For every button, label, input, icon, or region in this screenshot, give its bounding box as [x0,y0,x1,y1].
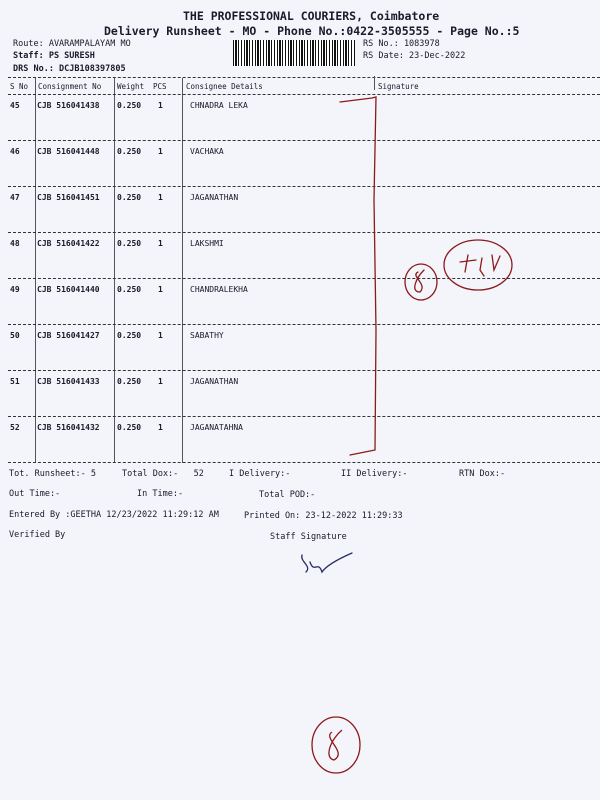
circled-number [404,263,438,301]
printed-on: Printed On: 23-12-2022 11:29:33 [244,511,403,521]
runsheet-subtitle: Delivery Runsheet - MO - Phone No.:0422-… [104,24,520,38]
row-divider [8,140,600,141]
sno: 49 [10,285,20,294]
sno: 46 [10,147,20,156]
pcs: 1 [158,193,163,202]
row-divider [8,186,600,187]
sno: 48 [10,239,20,248]
row-divider [8,232,600,233]
sno: 51 [10,377,20,386]
pcs: 1 [158,331,163,340]
pcs: 1 [158,147,163,156]
table-row: 48 CJB 516041422 0.250 1 LAKSHMI [0,239,600,251]
sno: 45 [10,101,20,110]
company-title: THE PROFESSIONAL COURIERS, Coimbatore [183,9,440,23]
consignee: VACHAKA [190,147,224,156]
consignee: JAGANATHAN [190,193,239,202]
row-divider [8,462,600,463]
consignee: CHNADRA LEKA [190,101,248,110]
weight: 0.250 [117,147,142,156]
total-pod: Total POD:- [259,490,316,500]
divider [8,94,600,95]
staff: Staff: PS SURESH [13,51,95,61]
col-consignment: Consignment No [38,82,102,91]
row-divider [8,324,600,325]
col-pcs: PCS [153,82,167,91]
table-row: 49 CJB 516041440 0.250 1 CHANDRALEKHA [0,285,600,297]
table-row: 47 CJB 516041451 0.250 1 JAGANATHAN [0,193,600,205]
row-divider [8,416,600,417]
bracket-mark [339,96,377,456]
col-consignee: Consignee Details [186,82,263,91]
weight: 0.250 [117,423,142,432]
consignment-no: CJB 516041448 [37,147,100,156]
consignee: JAGANATHAN [190,377,239,386]
route: Route: AVARAMPALAYAM MO [13,39,131,49]
col-sno: S No [10,82,29,91]
consignment-no: CJB 516041422 [37,239,100,248]
consignee: LAKSHMI [190,239,224,248]
consignment-no: CJB 516041440 [37,285,100,294]
pcs: 1 [158,377,163,386]
consignment-no: CJB 516041432 [37,423,100,432]
consignee: CHANDRALEKHA [190,285,248,294]
col-signature: Signature [378,82,419,91]
rs-date: RS Date: 23-Dec-2022 [363,51,466,61]
weight: 0.250 [117,377,142,386]
staff-signature-label: Staff Signature [270,532,347,542]
row-divider [8,370,600,371]
i-delivery: I Delivery:- [229,469,291,479]
table-row: 45 CJB 516041438 0.250 1 CHNADRA LEKA [0,101,600,113]
weight: 0.250 [117,239,142,248]
circled-initials [443,239,513,291]
col-weight: Weight [117,82,145,91]
consignment-no: CJB 516041427 [37,331,100,340]
weight: 0.250 [117,331,142,340]
verified-by: Verified By [9,530,66,540]
sno: 52 [10,423,20,432]
consignment-no: CJB 516041438 [37,101,100,110]
rtn-dox: RTN Dox:- [459,469,506,479]
weight: 0.250 [117,193,142,202]
row-divider [8,278,600,279]
number-eight [414,269,425,293]
tot-runsheet: Tot. Runsheet:- 5 [9,469,96,479]
sno: 50 [10,331,20,340]
divider [8,77,600,78]
bottom-circled-number [311,716,361,774]
entered-by: Entered By :GEETHA 12/23/2022 11:29:12 A… [9,510,219,520]
barcode [233,40,355,66]
consignment-no: CJB 516041433 [37,377,100,386]
drs-number: DRS No.: DCJB108397805 [13,64,126,74]
column-divider [35,78,36,463]
table-row: 50 CJB 516041427 0.250 1 SABATHY [0,331,600,343]
column-divider [114,78,115,463]
consignment-no: CJB 516041451 [37,193,100,202]
pcs: 1 [158,239,163,248]
ii-delivery: II Delivery:- [341,469,408,479]
table-row: 51 CJB 516041433 0.250 1 JAGANATHAN [0,377,600,389]
sno: 47 [10,193,20,202]
in-time: In Time:- [137,489,184,499]
staff-signature-mark [301,552,353,574]
table-row: 46 CJB 516041448 0.250 1 VACHAKA [0,147,600,159]
total-dox: Total Dox:- 52 [122,469,204,479]
column-divider [182,78,183,463]
initials [459,254,501,277]
table-header: S No Consignment No Weight PCS Consignee… [0,82,600,94]
out-time: Out Time:- [9,489,61,499]
pcs: 1 [158,285,163,294]
pcs: 1 [158,423,163,432]
column-divider [374,76,375,90]
consignee: JAGANATAHNA [190,423,243,432]
rs-number: RS No.: 1083978 [363,39,440,49]
weight: 0.250 [117,285,142,294]
table-row: 52 CJB 516041432 0.250 1 JAGANATAHNA [0,423,600,435]
pcs: 1 [158,101,163,110]
consignee: SABATHY [190,331,224,340]
weight: 0.250 [117,101,142,110]
